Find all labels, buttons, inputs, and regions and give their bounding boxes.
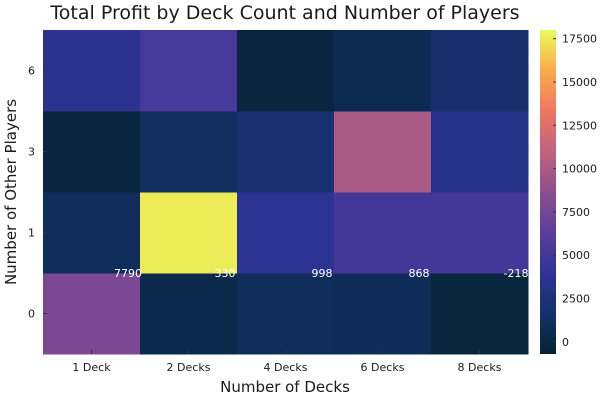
colorbar-tick-label: 12500 [562, 119, 597, 132]
heatmap-cell [140, 30, 238, 112]
y-axis-label: Number of Other Players [2, 99, 20, 285]
data-label: 330 [215, 267, 236, 280]
heatmap-cell [431, 192, 529, 274]
data-labels: 7790 330 998 868 -218 [114, 267, 528, 280]
x-axis: 1 Deck 2 Decks 4 Decks 6 Decks 8 Decks [72, 350, 502, 374]
colorbar-tick-label: 17500 [562, 33, 597, 46]
heatmap-cell [43, 192, 141, 274]
heatmap-cell [140, 273, 238, 355]
heatmap-cell [431, 273, 529, 355]
heatmap-cell [43, 111, 141, 193]
heatmap-cell [43, 273, 141, 355]
colorbar-ticks: 0 2500 5000 7500 10000 12500 15000 17500 [553, 33, 597, 349]
x-tick-label: 8 Decks [458, 361, 502, 374]
heatmap-cell [334, 192, 432, 274]
x-tick-label: 2 Decks [167, 361, 211, 374]
colorbar-tick-label: 7500 [562, 206, 590, 219]
data-label: 998 [312, 267, 333, 280]
colorbar-tick-label: 10000 [562, 163, 597, 176]
data-label: -218 [504, 267, 529, 280]
y-tick-label: 1 [28, 227, 35, 240]
x-tick-label: 1 Deck [72, 361, 111, 374]
heatmap-cell [43, 30, 141, 112]
heatmap-cell [140, 111, 238, 193]
data-label: 7790 [114, 267, 142, 280]
colorbar-tick-label: 5000 [562, 249, 590, 262]
y-tick-label: 6 [28, 65, 35, 78]
colorbar-tick-label: 15000 [562, 76, 597, 89]
y-tick-label: 0 [28, 308, 35, 321]
data-label: 868 [409, 267, 430, 280]
heatmap-cell [237, 273, 335, 355]
heatmap-cells [43, 30, 529, 355]
colorbar [540, 30, 556, 354]
heatmap-cell [431, 111, 529, 193]
x-tick-label: 6 Decks [361, 361, 405, 374]
heatmap-cell [334, 111, 432, 193]
heatmap-cell [140, 192, 238, 274]
heatmap-cell [237, 192, 335, 274]
chart-title: Total Profit by Deck Count and Number of… [49, 2, 519, 24]
heatmap-cell [431, 30, 529, 112]
y-axis: 0 1 3 6 [28, 65, 47, 321]
x-tick-label: 4 Decks [264, 361, 308, 374]
colorbar-tick-label: 2500 [562, 293, 590, 306]
colorbar-tick-label: 0 [562, 336, 569, 349]
x-axis-label: Number of Decks [220, 378, 350, 396]
heatmap-cell [237, 30, 335, 112]
heatmap-cell [237, 111, 335, 193]
heatmap-cell [334, 273, 432, 355]
heatmap-cell [334, 30, 432, 112]
y-tick-label: 3 [28, 146, 35, 159]
